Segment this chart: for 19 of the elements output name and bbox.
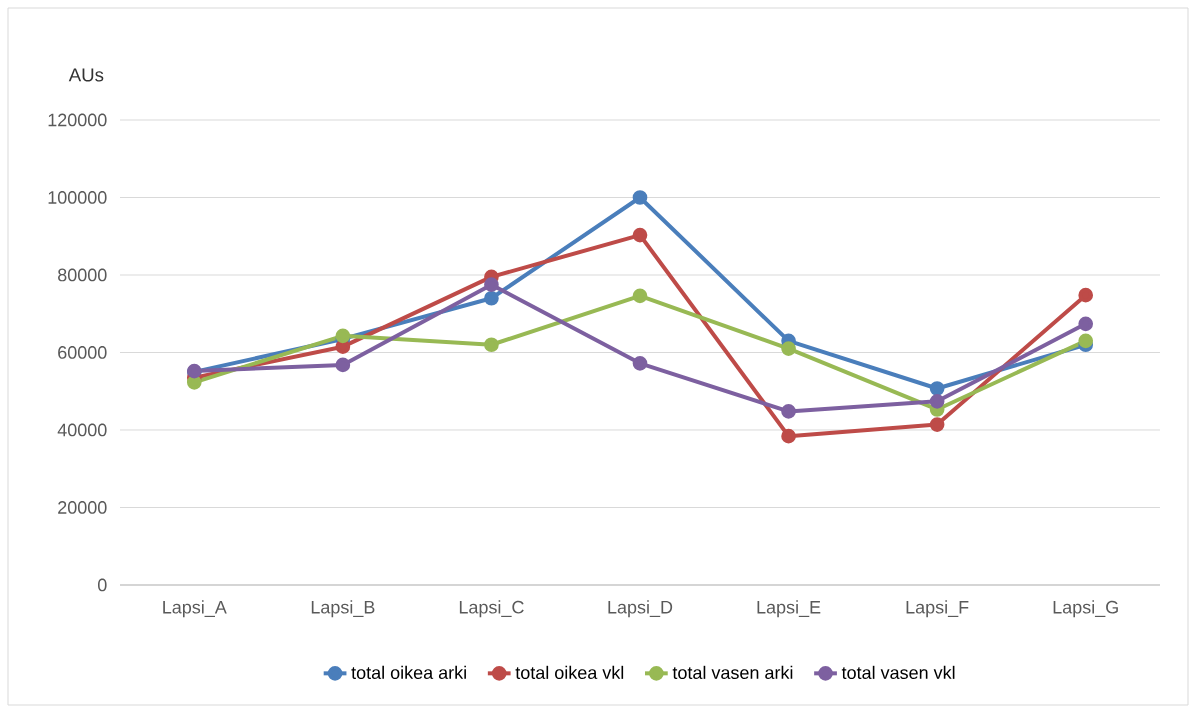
x-tick-label: Lapsi_B bbox=[311, 600, 375, 618]
legend-label: total vasen vkl bbox=[841, 665, 955, 680]
y-tick-label: 80000 bbox=[58, 268, 107, 282]
legend-label: total oikea vkl bbox=[515, 665, 624, 680]
x-tick-label: Lapsi_E bbox=[757, 600, 821, 618]
y-tick-label: 120000 bbox=[48, 113, 107, 127]
x-tick-label: Lapsi_G bbox=[1053, 600, 1118, 618]
x-tick-label: Lapsi_A bbox=[163, 600, 227, 618]
x-tick-label: Lapsi_D bbox=[608, 600, 673, 618]
y-tick-label: 60000 bbox=[58, 346, 107, 359]
y-tick-label: 40000 bbox=[57, 423, 107, 437]
legend-label: total vasen arki bbox=[672, 665, 793, 680]
y-tick-label: 20000 bbox=[58, 501, 107, 514]
y-axis-title: AUs bbox=[68, 68, 104, 82]
y-tick-label: 0 bbox=[98, 578, 107, 592]
x-tick-label: Lapsi_F bbox=[906, 600, 969, 618]
legend-label: total oikea arki bbox=[351, 665, 466, 680]
x-tick-label: Lapsi_C bbox=[459, 600, 524, 618]
y-tick-label: 100000 bbox=[48, 191, 107, 204]
